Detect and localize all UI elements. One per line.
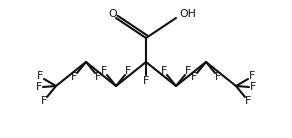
Text: O: O	[109, 9, 117, 19]
Text: F: F	[143, 76, 149, 86]
Text: F: F	[125, 66, 131, 76]
Text: F: F	[37, 71, 43, 81]
Text: F: F	[185, 66, 191, 76]
Text: F: F	[101, 66, 107, 76]
Text: F: F	[245, 96, 251, 106]
Text: F: F	[161, 66, 167, 76]
Text: F: F	[95, 72, 101, 82]
Text: F: F	[191, 72, 197, 82]
Text: F: F	[215, 72, 221, 82]
Text: F: F	[36, 82, 42, 92]
Text: F: F	[249, 71, 255, 81]
Text: F: F	[41, 96, 47, 106]
Text: F: F	[71, 72, 77, 82]
Text: F: F	[250, 82, 256, 92]
Text: OH: OH	[179, 9, 196, 19]
